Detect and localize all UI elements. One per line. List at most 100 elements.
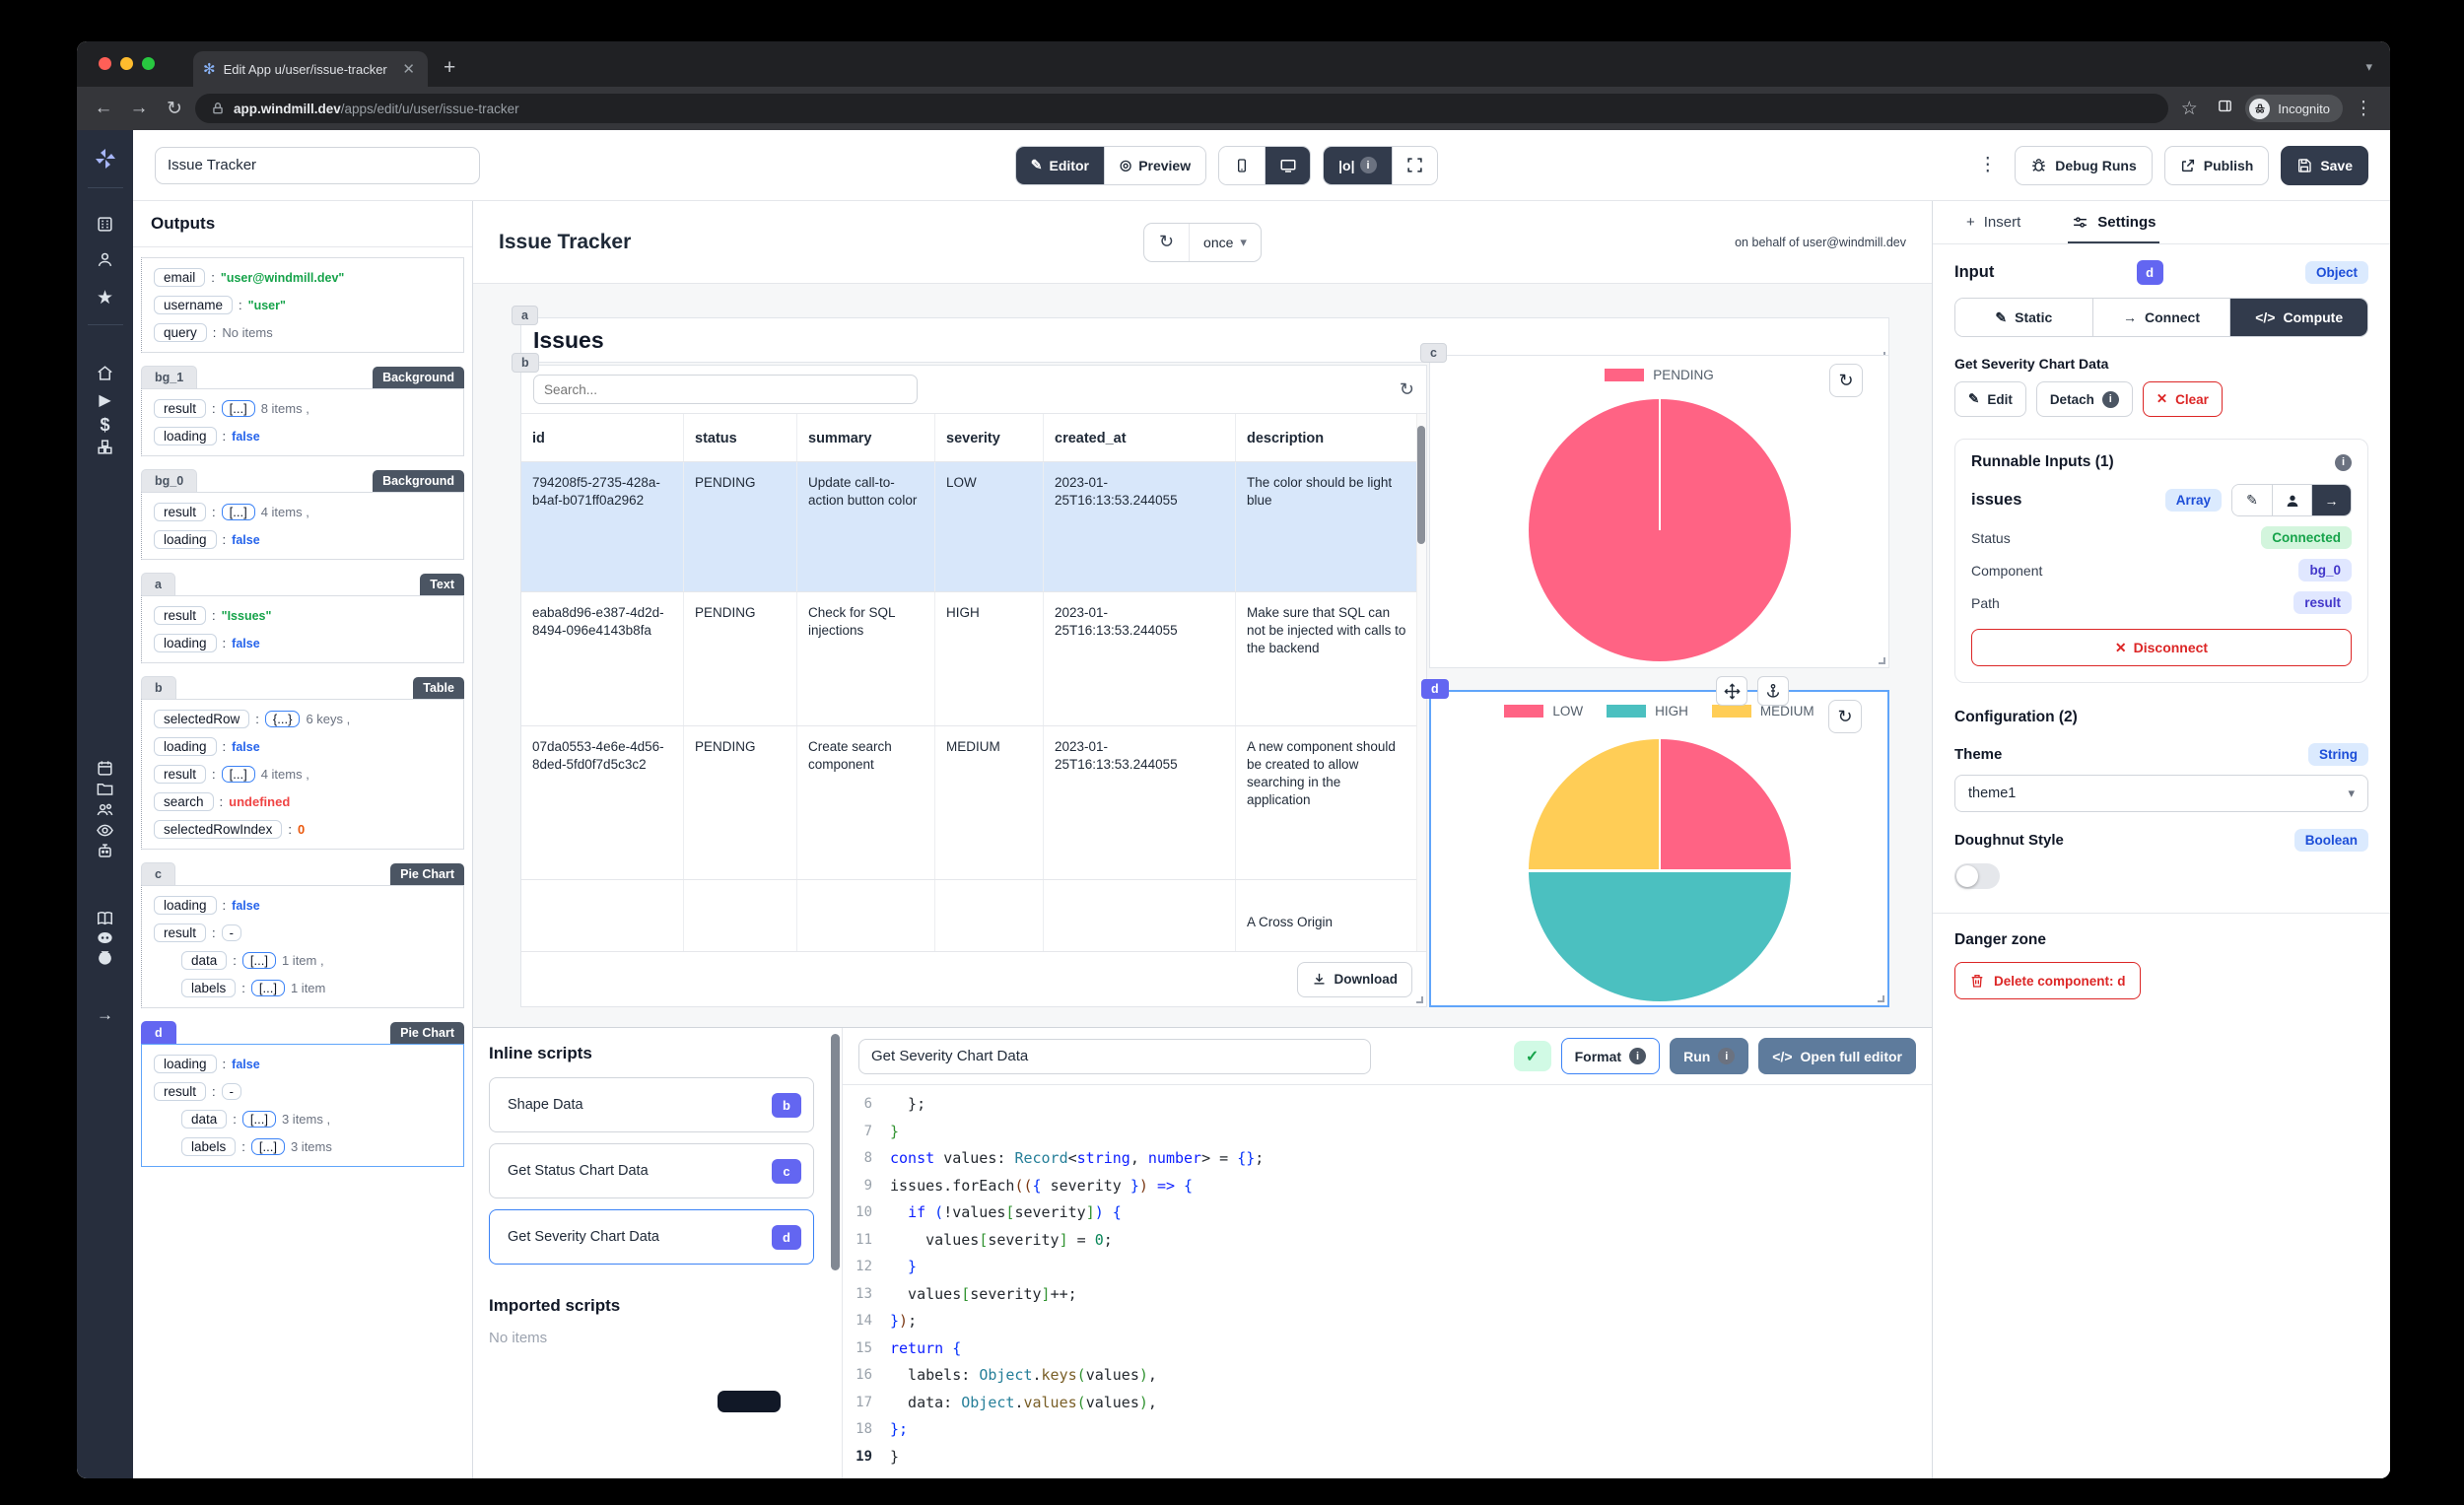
tab-settings[interactable]: Settings <box>2068 201 2160 243</box>
scripts-scrollbar[interactable] <box>831 1034 840 1270</box>
output-key[interactable]: email <box>154 268 206 287</box>
pie-c-refresh-button[interactable]: ↻ <box>1829 364 1863 397</box>
sidebar-item-groups[interactable] <box>86 795 125 829</box>
output-expand-badge[interactable]: [...] <box>250 980 285 996</box>
schedule-dropdown[interactable]: once ▾ <box>1203 234 1247 250</box>
output-row[interactable]: result: - <box>154 924 451 942</box>
output-row[interactable]: labels: [...] 1 item <box>181 979 451 997</box>
output-key[interactable]: username <box>154 296 234 314</box>
close-window-button[interactable] <box>99 57 111 70</box>
toggle-outputs-panel-button[interactable]: |o| i <box>1324 146 1392 184</box>
tab-close-icon[interactable]: ✕ <box>402 61 415 78</box>
table-row[interactable]: A Cross Origin <box>521 879 1426 951</box>
output-key[interactable]: loading <box>154 530 217 549</box>
output-key[interactable]: loading <box>154 737 217 756</box>
compute-mode-button[interactable]: </> Compute <box>2229 299 2367 336</box>
output-id-badge[interactable]: c <box>141 862 175 885</box>
sidebar-item-audit-logs[interactable] <box>86 816 125 850</box>
output-expand-badge[interactable]: {...} <box>264 711 301 727</box>
inline-script-item[interactable]: Get Status Chart Data c <box>489 1143 814 1198</box>
output-id-badge[interactable]: b <box>141 676 176 699</box>
bookmark-star-icon[interactable]: ☆ <box>2180 98 2198 119</box>
browser-menu-icon[interactable]: ⋮ <box>2354 98 2373 119</box>
sidebar-item-home[interactable] <box>86 359 125 392</box>
sidebar-item-folders[interactable] <box>86 775 125 808</box>
output-key[interactable]: loading <box>154 427 217 445</box>
new-tab-button[interactable]: + <box>444 56 456 79</box>
output-row[interactable]: loading: false <box>154 1055 451 1073</box>
table-row[interactable]: eaba8d96-e387-4d2d-8494-096e4143b8fa PEND… <box>521 591 1426 726</box>
editor-tab[interactable]: ✎ Editor <box>1015 146 1104 184</box>
output-row[interactable]: selectedRow: {...} 6 keys , <box>154 710 451 728</box>
sidebar-item-schedules[interactable] <box>86 754 125 787</box>
output-row[interactable]: search: undefined <box>154 792 451 811</box>
output-key[interactable]: loading <box>154 634 217 652</box>
static-mode-button[interactable]: ✎ Static <box>1955 299 2092 336</box>
info-icon[interactable]: i <box>2335 453 2352 471</box>
refresh-app-button[interactable]: ↻ <box>1144 223 1191 261</box>
output-key[interactable]: result <box>154 399 207 418</box>
pie-chart-component-d[interactable]: d LOW HIGH MEDIUM ↻ <box>1421 676 1889 1007</box>
code-editor[interactable]: 6 }; 7} 8 const values: Record<string, numb… <box>843 1085 1932 1478</box>
inline-script-item[interactable]: Shape Data b <box>489 1077 814 1132</box>
debug-runs-button[interactable]: Debug Runs <box>2015 145 2153 185</box>
format-button[interactable]: Format i <box>1560 1038 1661 1074</box>
output-expand-badge[interactable]: [...] <box>241 952 276 969</box>
output-row[interactable]: selectedRowIndex:0 <box>154 820 451 839</box>
output-row[interactable]: result: [...] 8 items , <box>154 399 451 418</box>
output-expand-badge[interactable]: [...] <box>250 1138 285 1155</box>
sidebar-item-workspace[interactable] <box>86 210 125 243</box>
output-row[interactable]: loading: false <box>154 737 451 756</box>
output-expand-badge[interactable]: [...] <box>221 504 255 520</box>
legend-item[interactable]: MEDIUM <box>1711 704 1814 718</box>
sidebar-item-favorites[interactable]: ★ <box>86 281 125 314</box>
fullscreen-button[interactable] <box>1391 146 1437 184</box>
connect-mode-button[interactable]: → Connect <box>2091 299 2230 336</box>
minimize-window-button[interactable] <box>120 57 133 70</box>
sidebar-item-variables[interactable]: $ <box>86 408 125 442</box>
output-key[interactable]: result <box>154 924 207 942</box>
resize-handle[interactable] <box>1416 996 1423 1003</box>
sidebar-item-discord[interactable] <box>86 924 125 957</box>
output-expand-badge[interactable]: [...] <box>241 1111 276 1128</box>
table-row[interactable]: 07da0553-4e6e-4d56-8ded-5fd0f7d5c3c2 PEND… <box>521 725 1426 880</box>
app-name-input[interactable] <box>155 146 480 184</box>
open-full-editor-button[interactable]: </> Open full editor <box>1758 1038 1916 1074</box>
static-field-button[interactable]: ✎ <box>2232 485 2272 515</box>
output-row[interactable]: data: [...] 1 item , <box>181 951 451 970</box>
legend-item[interactable]: HIGH <box>1607 704 1688 718</box>
sidebar-item-github[interactable] <box>86 943 125 977</box>
sidebar-item-runs[interactable]: ▶ <box>86 383 125 417</box>
url-bar[interactable]: app.windmill.dev/apps/edit/u/user/issue-… <box>195 94 2169 123</box>
output-key[interactable]: query <box>154 323 207 342</box>
output-key[interactable]: result <box>154 1082 207 1101</box>
output-row[interactable]: loading: false <box>154 427 451 445</box>
output-row[interactable]: labels: [...] 3 items <box>181 1137 451 1156</box>
table-component-b[interactable]: b ↻ idstatussummaryseveritycreated_atdes… <box>512 353 1427 1007</box>
output-row[interactable]: result: [...] 4 items , <box>154 503 451 521</box>
delete-component-button[interactable]: Delete component: d <box>1954 962 2141 999</box>
inline-script-item[interactable]: Get Severity Chart Data d <box>489 1209 814 1265</box>
output-row[interactable]: email: "user@windmill.dev" <box>154 268 451 287</box>
script-name-input[interactable] <box>858 1038 1371 1074</box>
legend-item[interactable]: LOW <box>1504 704 1583 718</box>
side-panel-icon[interactable] <box>2210 98 2239 120</box>
table-refresh-icon[interactable]: ↻ <box>1399 378 1414 399</box>
connect-field-button[interactable]: → <box>2311 485 2351 515</box>
anchor-handle[interactable] <box>1757 676 1789 706</box>
output-expand-badge[interactable]: - <box>221 924 241 941</box>
output-key[interactable]: selectedRow <box>154 710 250 728</box>
forward-button[interactable]: → <box>129 98 149 118</box>
output-key[interactable]: labels <box>181 1137 237 1156</box>
output-row[interactable]: loading: false <box>154 634 451 652</box>
preview-tab[interactable]: ◎ Preview <box>1103 146 1206 184</box>
pie-chart-component-c[interactable]: c PENDING ↻ <box>1420 343 1889 668</box>
disconnect-button[interactable]: ✕ Disconnect <box>1971 629 2352 666</box>
zoom-window-button[interactable] <box>142 57 155 70</box>
theme-select[interactable]: theme1 ▾ <box>1954 775 2368 812</box>
move-handle[interactable] <box>1716 676 1747 706</box>
output-key[interactable]: result <box>154 765 207 784</box>
reload-button[interactable]: ↻ <box>167 98 182 119</box>
sidebar-item-workers[interactable] <box>86 837 125 870</box>
output-expand-badge[interactable]: [...] <box>221 766 255 783</box>
